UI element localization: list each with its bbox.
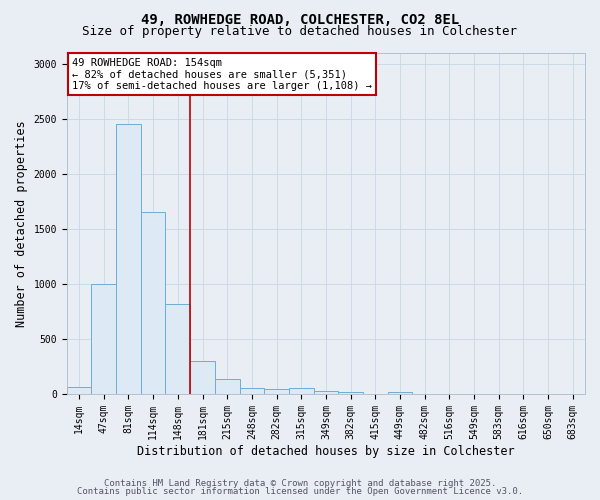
Bar — [388, 392, 412, 394]
Bar — [91, 284, 116, 394]
Bar — [141, 212, 166, 394]
Bar — [239, 388, 264, 394]
Text: Contains HM Land Registry data © Crown copyright and database right 2025.: Contains HM Land Registry data © Crown c… — [104, 478, 496, 488]
Bar — [166, 304, 190, 394]
Bar — [116, 124, 141, 394]
Text: 49 ROWHEDGE ROAD: 154sqm
← 82% of detached houses are smaller (5,351)
17% of sem: 49 ROWHEDGE ROAD: 154sqm ← 82% of detach… — [72, 58, 372, 91]
Bar — [67, 388, 91, 394]
Bar — [190, 361, 215, 394]
Text: 49, ROWHEDGE ROAD, COLCHESTER, CO2 8EL: 49, ROWHEDGE ROAD, COLCHESTER, CO2 8EL — [141, 12, 459, 26]
Y-axis label: Number of detached properties: Number of detached properties — [15, 120, 28, 326]
Text: Size of property relative to detached houses in Colchester: Size of property relative to detached ho… — [83, 25, 517, 38]
X-axis label: Distribution of detached houses by size in Colchester: Distribution of detached houses by size … — [137, 444, 515, 458]
Bar — [338, 392, 363, 394]
Bar — [264, 389, 289, 394]
Text: Contains public sector information licensed under the Open Government Licence v3: Contains public sector information licen… — [77, 487, 523, 496]
Bar — [289, 388, 314, 394]
Bar — [215, 378, 239, 394]
Bar — [314, 390, 338, 394]
